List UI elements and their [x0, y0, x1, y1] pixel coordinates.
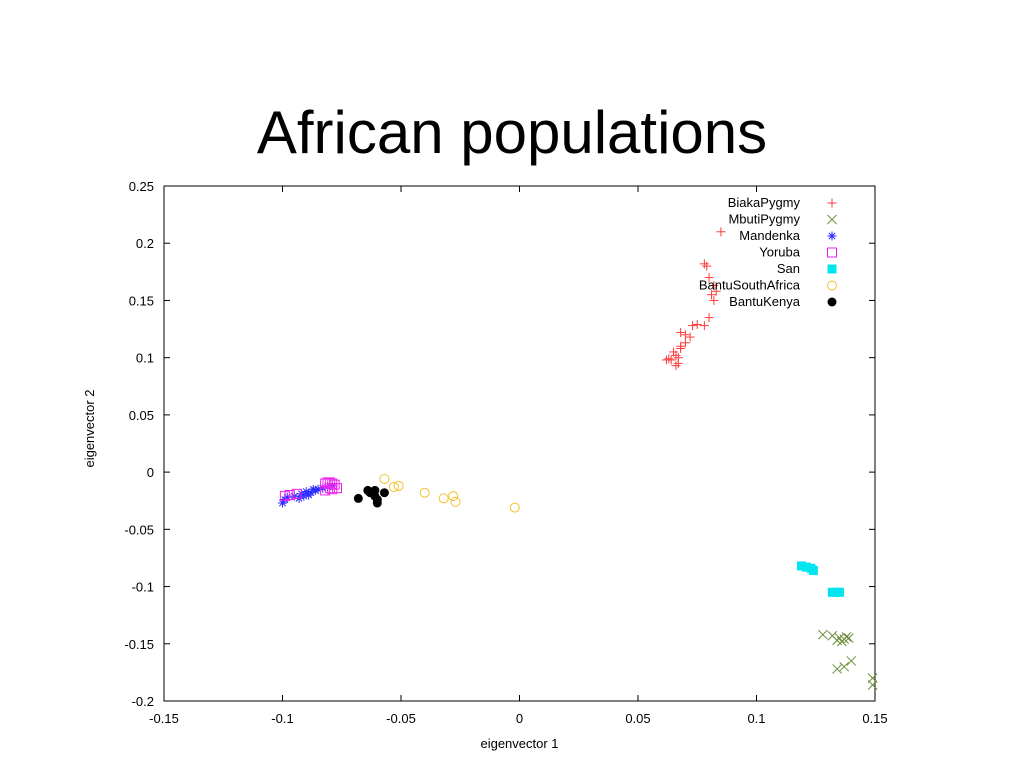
data-point-bantusouthafrica	[509, 502, 520, 513]
data-point-bantusouthafrica	[379, 473, 390, 484]
y-tick-label: 0.05	[129, 408, 154, 423]
data-point-san	[808, 566, 818, 576]
data-point-bantusouthafrica	[393, 480, 404, 491]
y-tick-label: 0.25	[129, 179, 154, 194]
y-tick-label: -0.05	[124, 522, 154, 537]
data-point-mbutipygmy	[839, 661, 850, 672]
data-point-biakapygmy	[661, 355, 671, 365]
x-tick-label: -0.05	[386, 711, 416, 726]
legend-label: MbutiPygmy	[728, 212, 800, 227]
data-point-biakapygmy	[671, 361, 681, 371]
data-point-yoruba	[332, 483, 343, 494]
data-point-bantusouthafrica	[450, 496, 461, 507]
y-tick-label: -0.2	[132, 694, 154, 709]
legend-marker-mandenka	[827, 231, 837, 241]
x-tick-label: 0.1	[747, 711, 765, 726]
data-point-san	[801, 562, 811, 572]
legend-marker-bantukenya	[827, 297, 837, 307]
data-point-mbutipygmy	[818, 629, 828, 640]
data-point-mbutipygmy	[867, 680, 878, 690]
x-axis-ticks: -0.15 -0.1 -0.05 0 0.05 0.1 0.15	[149, 186, 888, 726]
data-point-biakapygmy	[676, 341, 686, 351]
data-point-biakapygmy	[685, 332, 695, 342]
x-tick-label: 0.15	[862, 711, 887, 726]
data-points	[278, 227, 878, 690]
data-point-bantukenya	[379, 488, 389, 498]
data-point-bantusouthafrica	[448, 491, 459, 502]
data-point-bantusouthafrica	[419, 487, 430, 498]
data-point-bantukenya	[372, 498, 382, 508]
x-axis-label: eigenvector 1	[480, 736, 558, 751]
legend-marker-bantusouthafrica	[827, 280, 837, 291]
y-axis-label: eigenvector 2	[82, 389, 97, 467]
legend-label: BantuSouthAfrica	[699, 278, 801, 293]
data-point-biakapygmy	[711, 286, 721, 296]
y-tick-label: -0.1	[132, 580, 154, 595]
x-tick-label: -0.1	[271, 711, 293, 726]
y-tick-label: 0.1	[136, 351, 154, 366]
data-point-bantukenya	[353, 493, 363, 503]
y-axis-ticks: 0.25 0.2 0.15 0.1 0.05 0 -0.05 -0.1 -0.15 -0.2	[124, 179, 875, 709]
data-point-yoruba	[291, 488, 302, 499]
data-point-biakapygmy	[669, 347, 679, 357]
x-tick-label: 0	[516, 711, 523, 726]
slide-title: African populations	[256, 99, 768, 166]
data-point-yoruba	[284, 490, 295, 500]
data-point-biakapygmy	[680, 338, 690, 348]
data-point-biakapygmy	[716, 227, 726, 237]
data-point-san	[827, 587, 837, 597]
y-tick-label: 0.2	[136, 236, 154, 251]
legend-label: BiakaPygmy	[728, 195, 801, 210]
data-point-biakapygmy	[676, 327, 686, 337]
data-point-biakapygmy	[709, 295, 719, 305]
data-point-biakapygmy	[709, 281, 719, 291]
legend-marker-san	[827, 264, 837, 274]
data-point-san	[834, 587, 844, 597]
data-point-biakapygmy	[704, 273, 714, 283]
data-point-bantusouthafrica	[388, 481, 399, 492]
data-point-biakapygmy	[692, 319, 702, 329]
data-point-biakapygmy	[699, 321, 709, 331]
legend-marker-biakapygmy	[827, 198, 837, 208]
data-point-bantusouthafrica	[438, 493, 449, 504]
legend-label: San	[777, 261, 800, 276]
y-tick-label: 0	[147, 465, 154, 480]
data-point-biakapygmy	[704, 313, 714, 323]
data-point-biakapygmy	[673, 358, 683, 368]
data-point-san	[797, 561, 807, 571]
x-tick-label: 0.05	[625, 711, 650, 726]
data-point-biakapygmy	[680, 330, 690, 340]
legend-marker-mbutipygmy	[827, 214, 837, 225]
x-tick-label: -0.15	[149, 711, 179, 726]
y-tick-label: 0.15	[129, 293, 154, 308]
data-point-mbutipygmy	[867, 673, 878, 683]
data-point-biakapygmy	[706, 290, 716, 300]
legend-label: BantuKenya	[729, 294, 801, 309]
legend-marker-yoruba	[827, 247, 837, 258]
data-point-biakapygmy	[688, 321, 698, 331]
data-point-mbutipygmy	[841, 632, 852, 642]
plot-frame	[163, 185, 876, 702]
data-point-mbutipygmy	[844, 633, 854, 643]
legend-label: Yoruba	[759, 245, 800, 260]
plot-border	[163, 185, 876, 702]
data-point-biakapygmy	[664, 354, 674, 364]
y-tick-label: -0.15	[124, 637, 154, 652]
data-point-mbutipygmy	[846, 656, 857, 666]
legend-label: Mandenka	[739, 228, 800, 243]
data-point-biakapygmy	[699, 259, 709, 269]
data-point-yoruba	[320, 485, 331, 496]
data-point-mbutipygmy	[832, 664, 842, 674]
data-point-biakapygmy	[702, 261, 712, 271]
